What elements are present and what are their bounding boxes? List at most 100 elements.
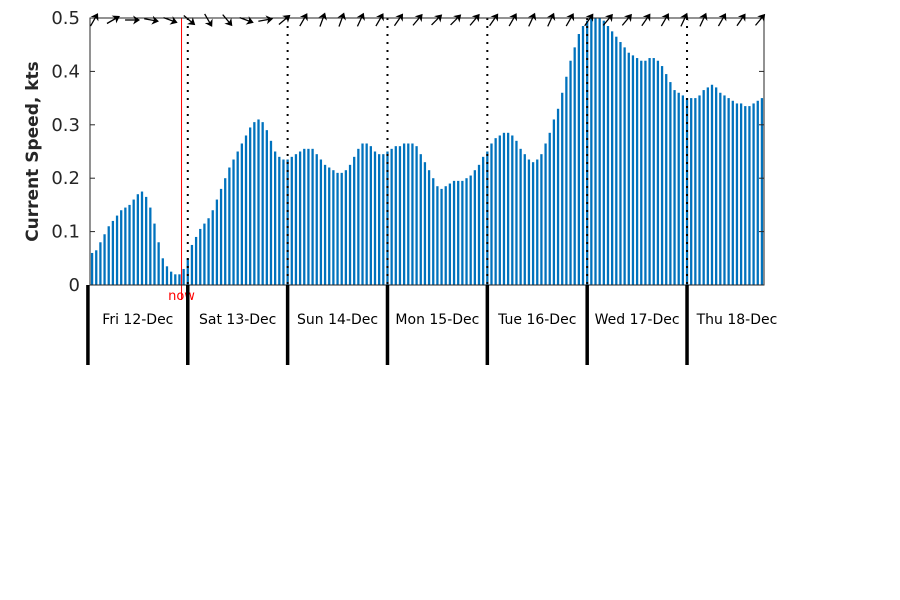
bar: [303, 148, 306, 285]
bar: [611, 31, 614, 285]
bar: [440, 188, 443, 285]
direction-arrow-icon: [755, 13, 766, 26]
bar: [348, 164, 352, 285]
bar: [390, 148, 393, 285]
bar: [219, 188, 223, 285]
bar: [523, 154, 526, 285]
bar: [344, 170, 348, 285]
bar: [660, 66, 664, 285]
direction-arrow-icon: [602, 13, 613, 26]
y-axis: 0 0.1 0.2 0.3 0.4 0.5: [51, 8, 764, 296]
bar: [323, 164, 327, 285]
bar: [482, 156, 485, 285]
direction-arrow-icon: [412, 13, 423, 26]
direction-arrow-icon: [125, 15, 141, 25]
bar: [536, 159, 539, 285]
bar: [619, 42, 622, 285]
bar: [640, 60, 643, 285]
bar: [278, 156, 281, 285]
direction-arrow-icon: [469, 13, 480, 26]
bar: [145, 196, 148, 285]
bar: [232, 159, 235, 285]
bar: [186, 258, 189, 285]
bar: [111, 220, 115, 285]
bar: [760, 98, 764, 285]
direction-arrow-icon: [508, 13, 518, 27]
bar: [194, 236, 198, 285]
bar: [336, 172, 339, 285]
bar: [623, 47, 626, 286]
direction-arrow-icon: [356, 12, 365, 27]
bar: [174, 274, 177, 285]
bar: [149, 207, 152, 285]
bar: [249, 127, 252, 285]
bar: [407, 143, 410, 285]
bar: [182, 268, 185, 285]
bar: [103, 234, 106, 285]
bar: [357, 148, 360, 285]
bar: [469, 175, 472, 285]
bar: [95, 250, 98, 285]
bar: [548, 132, 551, 285]
bar: [427, 170, 431, 285]
now-label: now: [168, 289, 195, 304]
day-label: Thu 18-Dec: [696, 312, 778, 328]
bar: [544, 143, 547, 285]
bar: [444, 186, 447, 285]
bar: [274, 151, 277, 285]
direction-arrow-icon: [375, 13, 384, 27]
bar: [506, 132, 510, 285]
day-dividers: [86, 285, 689, 365]
bar: [744, 106, 747, 285]
direction-arrow-icon: [163, 16, 178, 25]
bar: [448, 183, 452, 285]
bar: [373, 151, 377, 285]
direction-arrow-icon: [299, 13, 308, 27]
bar: [240, 143, 243, 285]
direction-arrow-icon: [547, 12, 556, 27]
bar: [90, 252, 94, 285]
bar: [602, 20, 605, 285]
bar: [652, 58, 655, 285]
bar: [556, 108, 560, 285]
bar: [511, 135, 514, 285]
bar: [340, 172, 343, 285]
direction-arrow-icon: [431, 14, 443, 26]
bar: [115, 215, 119, 285]
bar: [644, 60, 647, 285]
bar: [211, 210, 214, 285]
bar: [236, 151, 239, 285]
bar: [540, 154, 543, 285]
bar: [598, 18, 601, 285]
bar: [502, 132, 506, 285]
direction-arrow-icon: [222, 14, 233, 27]
bar: [690, 98, 693, 285]
bar: [756, 100, 759, 286]
bar: [228, 167, 231, 285]
bar: [573, 47, 576, 286]
bar: [673, 90, 676, 285]
bar: [457, 180, 460, 285]
day-label: Fri 12-Dec: [102, 312, 173, 328]
direction-arrow-icon: [489, 13, 499, 27]
bar: [519, 148, 522, 285]
bar: [752, 103, 755, 285]
direction-arrow-icon: [717, 13, 727, 27]
bar: [224, 178, 227, 285]
bar: [153, 223, 156, 285]
y-tick-label: 0.4: [51, 61, 80, 82]
bar: [402, 143, 406, 285]
bar: [461, 180, 464, 285]
bar: [615, 36, 618, 285]
bar: [731, 100, 734, 286]
direction-arrow-icon: [641, 13, 651, 27]
direction-arrow-icon: [393, 13, 404, 27]
bar: [719, 92, 722, 285]
bar: [294, 154, 298, 285]
bar: [452, 180, 456, 285]
bar: [631, 55, 635, 285]
bar: [515, 140, 518, 285]
bar: [627, 52, 630, 286]
direction-arrow-icon: [106, 15, 120, 25]
bar: [261, 122, 264, 285]
